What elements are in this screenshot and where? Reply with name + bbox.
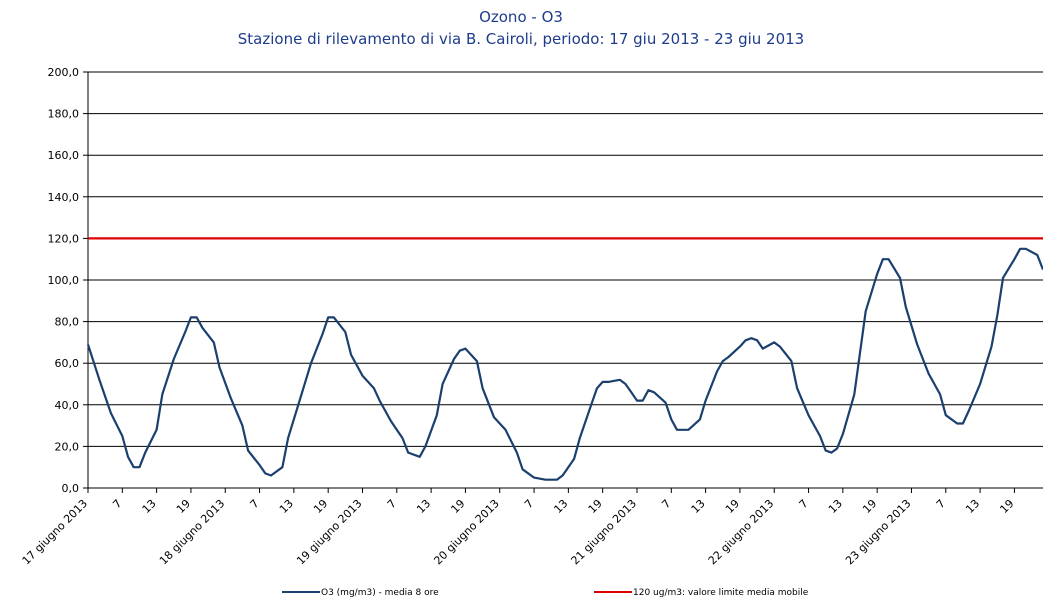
y-tick-label: 40,0	[55, 399, 80, 412]
y-tick-label: 80,0	[55, 316, 80, 329]
x-tick-label: 13	[826, 497, 845, 516]
x-tick-label: 19	[860, 497, 879, 516]
x-tick-label: 7	[248, 497, 262, 511]
x-tick-label: 19 giugno 2013	[294, 497, 364, 567]
y-tick-label: 100,0	[48, 274, 80, 287]
x-tick-label: 13	[277, 497, 296, 516]
x-tick-label: 20 giugno 2013	[431, 497, 501, 567]
x-tick-label: 18 giugno 2013	[157, 497, 227, 567]
x-tick-label: 13	[551, 497, 570, 516]
x-tick-label: 13	[689, 497, 708, 516]
y-tick-label: 200,0	[48, 66, 80, 79]
x-tick-label: 13	[963, 497, 982, 516]
y-tick-label: 140,0	[48, 191, 80, 204]
x-tick-label: 13	[140, 497, 159, 516]
x-tick-label: 7	[522, 497, 536, 511]
x-tick-label: 19	[997, 497, 1016, 516]
x-tick-label: 7	[659, 497, 673, 511]
chart-title: Ozono - O3	[479, 8, 563, 26]
y-tick-label: 60,0	[55, 357, 80, 370]
x-tick-label: 19	[723, 497, 742, 516]
legend-label: O3 (mg/m3) - media 8 ore	[321, 588, 439, 597]
series-line	[86, 247, 1043, 481]
x-tick-label: 7	[797, 497, 811, 511]
x-tick-label: 23 giugno 2013	[843, 497, 913, 567]
y-tick-label: 20,0	[55, 440, 80, 453]
x-tick-label: 19	[448, 497, 467, 516]
x-tick-label: 13	[414, 497, 433, 516]
x-tick-label: 7	[934, 497, 948, 511]
chart-subtitle: Stazione di rilevamento di via B. Cairol…	[238, 30, 804, 48]
legend-label: 120 ug/m3: valore limite media mobile	[633, 588, 809, 597]
x-tick-label: 22 giugno 2013	[706, 497, 776, 567]
x-tick-label: 7	[110, 497, 124, 511]
x-tick-label: 19	[174, 497, 193, 516]
y-tick-label: 180,0	[48, 108, 80, 121]
x-tick-label: 21 giugno 2013	[569, 497, 639, 567]
x-tick-label: 19	[586, 497, 605, 516]
x-tick-label: 17 giugno 2013	[20, 497, 90, 567]
x-tick-label: 7	[385, 497, 399, 511]
y-tick-label: 120,0	[48, 232, 80, 245]
y-tick-label: 0,0	[62, 482, 80, 495]
y-tick-label: 160,0	[48, 149, 80, 162]
x-tick-label: 19	[311, 497, 330, 516]
